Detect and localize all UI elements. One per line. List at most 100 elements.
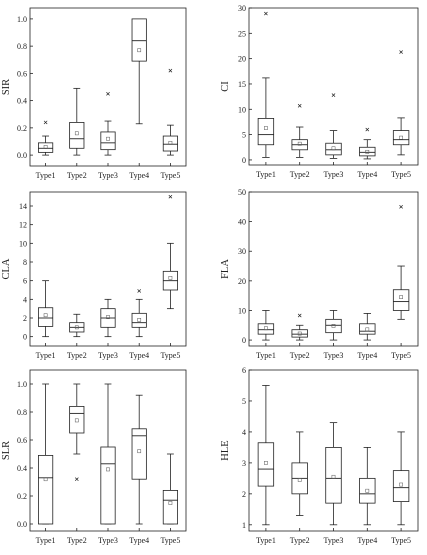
y-tick-label: 6: [23, 277, 27, 286]
box-type3: [100, 91, 116, 156]
mean-marker: [168, 501, 173, 505]
mean-marker: [264, 461, 268, 465]
x-tick-label: Type3: [324, 536, 344, 545]
mean-marker: [331, 324, 336, 328]
mean-marker: [264, 126, 268, 130]
chart-panel-sir: SIR 0.0 0.2 0.4 0.6 0.8 1.0 Type1 Type2 Type3 Type…: [1, 7, 187, 180]
box-iqr: [38, 142, 54, 153]
box-type5: [162, 453, 178, 525]
x-tick-label: Type3: [98, 351, 118, 360]
mean-marker: [106, 136, 110, 141]
box-type3: [100, 383, 116, 525]
box-type4: [131, 394, 147, 525]
y-tick-label: 0.6: [17, 436, 27, 445]
y-tick-label: 0.0: [17, 520, 27, 529]
y-tick-label: 40: [238, 218, 246, 227]
x-tick-label: Type1: [36, 171, 56, 180]
y-tick-label: 2: [23, 314, 27, 323]
box-type3: [100, 298, 116, 338]
x-tick-label: Type5: [160, 351, 180, 360]
outlier-marker: [399, 50, 403, 54]
box-type3: [325, 422, 342, 526]
x-tick-label: Type2: [290, 170, 310, 179]
box-iqr: [291, 329, 308, 338]
outlier-marker: [297, 103, 302, 108]
y-tick-label: 10: [238, 306, 246, 315]
mean-marker: [43, 145, 48, 149]
y-tick-label: 6: [242, 366, 246, 375]
outlier-marker: [43, 120, 48, 125]
box-iqr: [38, 307, 54, 327]
box-iqr: [359, 146, 376, 157]
y-tick-label: 12: [19, 221, 27, 230]
chart-panel-cla: CLA 0 2 4 6 8 10 12 14 Type1 Type2 Type3 Type4 Type5: [1, 191, 187, 360]
x-tick-label: Type4: [357, 170, 377, 179]
box-iqr: [257, 323, 275, 335]
box-iqr: [131, 18, 147, 62]
y-tick-label: 50: [238, 188, 246, 197]
y-axis-label: SLR: [1, 441, 12, 460]
x-tick-label: Type3: [324, 351, 344, 360]
y-axis-label: SIR: [1, 79, 12, 95]
mean-marker: [399, 482, 403, 487]
y-tick-label: 0: [23, 333, 27, 342]
box-type5: [392, 431, 410, 526]
box-type2: [291, 313, 308, 341]
y-tick-label: 30: [238, 247, 246, 256]
x-tick-label: Type5: [160, 536, 180, 545]
mean-marker: [168, 140, 173, 145]
box-type5: [392, 50, 410, 156]
y-tick-label: 0.0: [17, 151, 27, 160]
x-tick-label: Type4: [357, 536, 377, 545]
box-type1: [38, 120, 54, 156]
x-tick-label: Type1: [256, 351, 276, 360]
x-tick-label: Type1: [256, 536, 276, 545]
box-iqr: [359, 477, 376, 504]
y-axis-label: CLA: [1, 258, 12, 279]
box-iqr: [131, 428, 147, 480]
y-tick-label: 1: [242, 521, 246, 530]
box-type4: [131, 289, 147, 338]
mean-marker: [168, 276, 173, 280]
box-type1: [257, 310, 275, 341]
mean-marker: [297, 478, 302, 482]
x-tick-label: Type5: [391, 351, 411, 360]
mean-marker: [137, 449, 142, 454]
box-type3: [325, 310, 342, 341]
mean-marker: [43, 477, 48, 482]
x-tick-label: Type3: [324, 170, 344, 179]
box-type2: [291, 103, 308, 158]
box-iqr: [325, 142, 342, 156]
outlier-marker: [168, 194, 173, 199]
x-tick-label: Type2: [290, 351, 310, 360]
y-tick-label: 2: [242, 490, 246, 499]
y-tick-label: 4: [242, 428, 246, 437]
mean-marker: [365, 327, 370, 332]
box-iqr: [162, 489, 178, 525]
mean-marker: [399, 135, 403, 140]
y-tick-label: 10: [19, 239, 27, 248]
outlier-marker: [106, 91, 110, 96]
outlier-marker: [74, 477, 79, 482]
box-iqr: [162, 135, 178, 152]
x-tick-label: Type4: [129, 171, 149, 180]
box-type2: [69, 383, 85, 482]
y-tick-label: 20: [238, 277, 246, 286]
x-tick-label: Type2: [67, 171, 87, 180]
y-tick-label: 0: [242, 156, 246, 165]
x-tick-label: Type2: [67, 351, 87, 360]
x-tick-label: Type2: [290, 536, 310, 545]
x-tick-label: Type4: [129, 351, 149, 360]
box-type2: [69, 87, 85, 156]
outlier-marker: [331, 93, 336, 97]
y-tick-label: 25: [238, 29, 246, 38]
box-iqr: [392, 130, 410, 146]
chart-panel-slr: SLR 0.0 0.2 0.4 0.6 0.8 1.0 Type1 Type2 Type3 Type…: [1, 369, 187, 545]
mean-marker: [137, 318, 142, 322]
x-tick-label: Type3: [98, 171, 118, 180]
mean-marker: [106, 315, 110, 319]
box-iqr: [131, 312, 147, 328]
y-axis-label: CI: [220, 81, 231, 92]
